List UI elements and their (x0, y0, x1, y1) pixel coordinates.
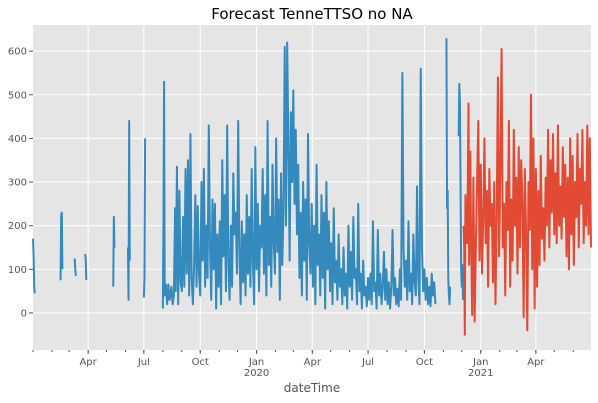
x-tick-label: Oct (192, 357, 209, 368)
x-axis-label: dateTime (284, 381, 340, 395)
series-line (161, 41, 437, 310)
series-line (462, 47, 592, 336)
x-tick-year-label: 2021 (468, 368, 493, 379)
x-tick-label: Apr (79, 357, 97, 368)
series-line (142, 138, 147, 298)
y-tick-label: 300 (8, 178, 27, 189)
series-line (59, 211, 64, 281)
x-tick-label: Apr (304, 357, 322, 368)
x-tick-label: Jul (137, 357, 150, 368)
series-line (445, 38, 452, 306)
x-tick-year-label: 2020 (244, 368, 269, 379)
y-tick-label: 600 (8, 47, 27, 58)
x-tick-label: Jan (472, 357, 488, 368)
x-tick-label: Jul (361, 357, 374, 368)
y-tick-label: 100 (8, 265, 27, 276)
y-tick-label: 400 (8, 134, 27, 145)
series-lines (32, 38, 592, 336)
series-line (112, 215, 116, 287)
series-line (32, 238, 36, 294)
y-tick-label: 0 (21, 308, 27, 319)
series-line (126, 119, 131, 301)
series-line (73, 258, 77, 276)
y-tick-label: 200 (8, 221, 27, 232)
series-line (457, 82, 464, 300)
x-tick-label: Apr (527, 357, 545, 368)
series-line (84, 253, 88, 281)
y-tick-label: 500 (8, 90, 27, 101)
x-tick-label: Oct (416, 357, 433, 368)
x-tick-label: Jan (248, 357, 264, 368)
chart-title: Forecast TenneTTSO no NA (211, 5, 413, 23)
